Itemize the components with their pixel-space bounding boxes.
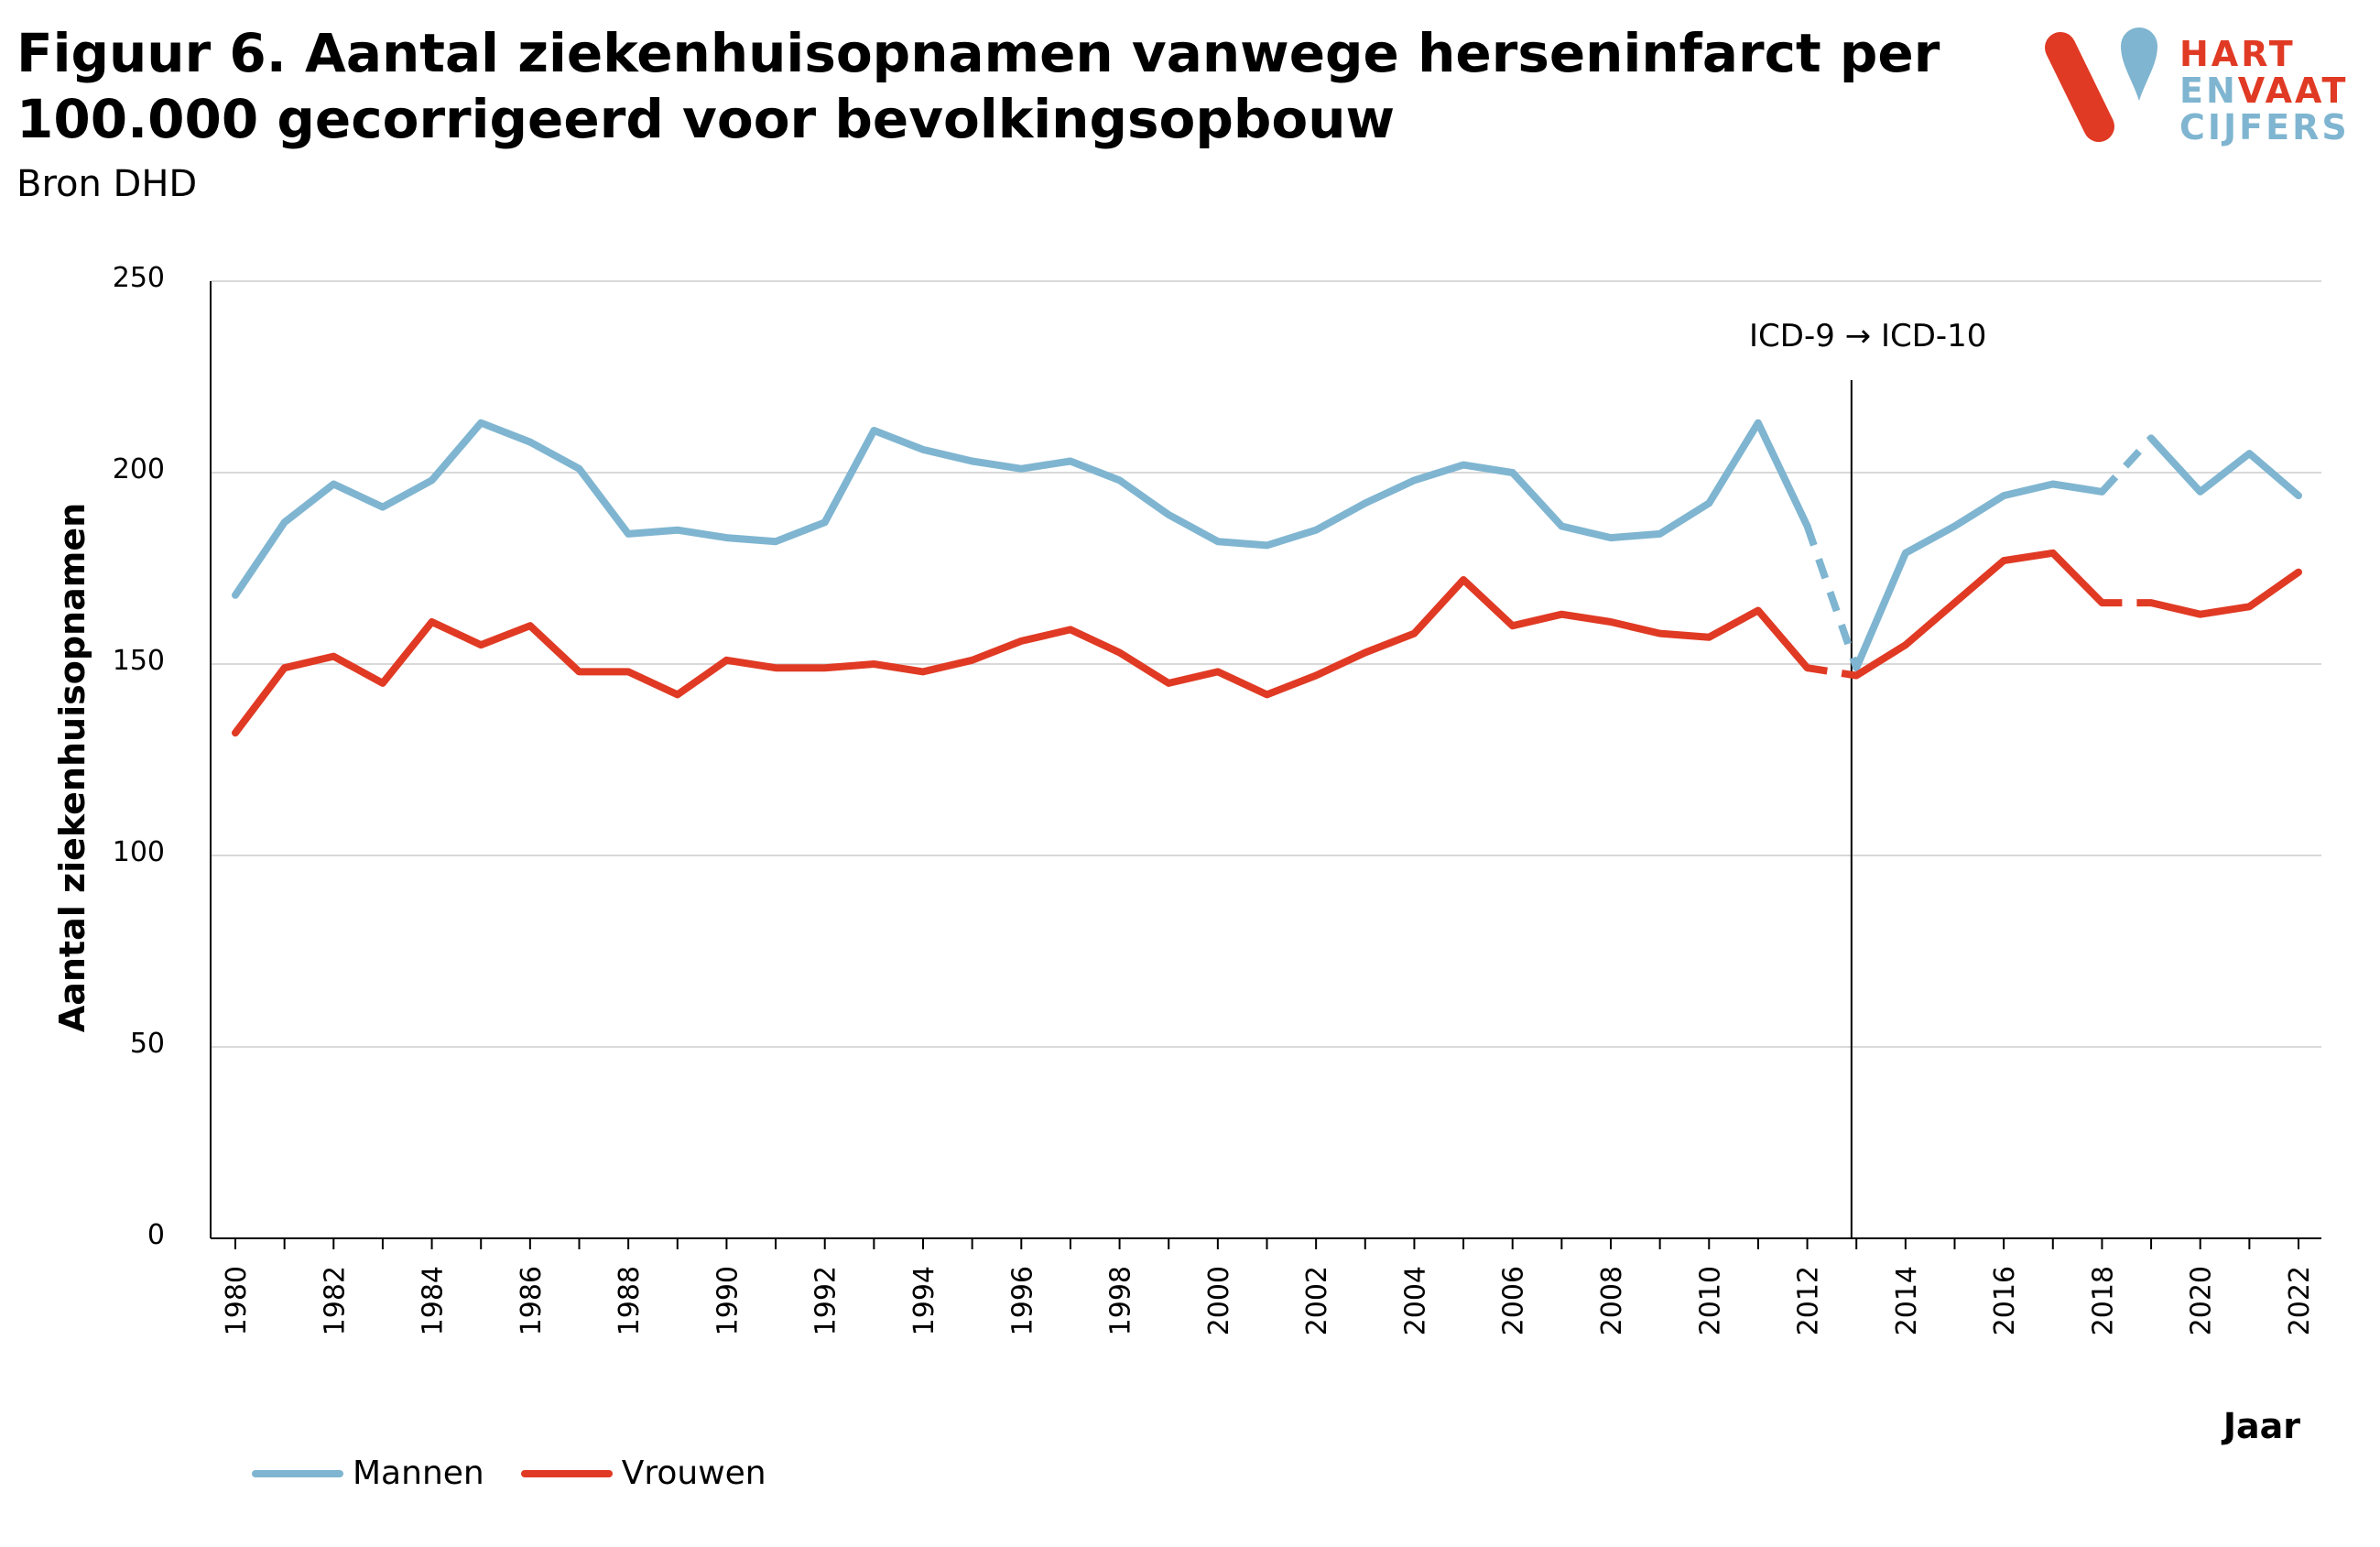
y-axis: 0 50 100 150 200 250 bbox=[113, 262, 212, 1251]
series-line-vrouwen bbox=[232, 576, 1811, 737]
series-line-mannen bbox=[1853, 480, 2106, 672]
x-axis-label: Jaar bbox=[2221, 1406, 2300, 1446]
y-tick-label: 150 bbox=[113, 645, 165, 677]
series-line-vrouwen bbox=[2147, 568, 2302, 618]
logo-mark-icon bbox=[2045, 27, 2157, 142]
series-dashed-mannen bbox=[2099, 435, 2155, 495]
hart-en-vaat-cijfers-logo: HART ENVAAT CIJFERS bbox=[2045, 27, 2350, 147]
x-tick-label: 1980 bbox=[221, 1266, 253, 1335]
legend-swatch-mannen bbox=[252, 1469, 343, 1477]
y-tick-label: 0 bbox=[147, 1219, 165, 1251]
legend-swatch-vrouwen bbox=[520, 1469, 613, 1477]
logo-text-line2: ENVAAT bbox=[2179, 71, 2348, 111]
x-tick-label: 2000 bbox=[1203, 1266, 1235, 1335]
x-tick-label: 2018 bbox=[2087, 1266, 2119, 1335]
series-line-vrouwen bbox=[1853, 549, 2106, 680]
x-tick-label: 1984 bbox=[418, 1266, 450, 1335]
y-tick-label: 250 bbox=[113, 262, 165, 294]
x-tick-label: 2002 bbox=[1301, 1266, 1333, 1335]
logo-text-line1: HART bbox=[2179, 34, 2296, 74]
x-tick-label: 1998 bbox=[1105, 1266, 1137, 1335]
series-dashed-mannen bbox=[1803, 525, 1860, 670]
series-line-mannen bbox=[232, 419, 1811, 599]
legend: Mannen Vrouwen bbox=[252, 1454, 803, 1492]
x-tick-label: 1982 bbox=[319, 1266, 351, 1335]
x-tick-label: 1990 bbox=[712, 1266, 744, 1335]
x-tick-label: 2004 bbox=[1399, 1266, 1431, 1335]
gridlines bbox=[211, 280, 2321, 1048]
x-tick-label: 2022 bbox=[2284, 1266, 2316, 1335]
logo-text-en: EN bbox=[2179, 71, 2238, 111]
icd-annotation: ICD-9 → ICD-10 bbox=[1749, 318, 1986, 1238]
series-lines bbox=[232, 419, 2302, 737]
logo-text-line3: CIJFERS bbox=[2179, 107, 2350, 147]
legend-item-mannen: Mannen bbox=[252, 1454, 484, 1492]
x-tick-label: 1994 bbox=[908, 1266, 940, 1335]
series-line-mannen bbox=[2147, 434, 2302, 500]
x-tick-label: 2008 bbox=[1596, 1266, 1628, 1335]
x-tick-label: 2010 bbox=[1694, 1266, 1726, 1335]
legend-label-vrouwen: Vrouwen bbox=[621, 1454, 766, 1492]
x-tick-label: 1988 bbox=[614, 1266, 646, 1335]
x-tick-label: 2006 bbox=[1498, 1266, 1530, 1335]
y-tick-label: 50 bbox=[130, 1028, 165, 1060]
x-tick-label: 2014 bbox=[1891, 1266, 1923, 1335]
logo-text-vaat: VAAT bbox=[2238, 71, 2349, 111]
legend-item-vrouwen: Vrouwen bbox=[520, 1454, 766, 1492]
series-dashed-vrouwen bbox=[1806, 664, 1857, 680]
y-axis-label: Aantal ziekenhuisopnamen bbox=[52, 503, 92, 1032]
x-tick-label: 2016 bbox=[1989, 1266, 2021, 1335]
x-tick-label: 2012 bbox=[1793, 1266, 1825, 1335]
chart-source: Bron DHD bbox=[16, 163, 198, 205]
x-tick-label: 1986 bbox=[516, 1266, 548, 1335]
x-tick-label: 1996 bbox=[1006, 1266, 1038, 1335]
x-axis: 1980 1982 1984 1986 1988 1990 1992 1994 1996 1998… bbox=[211, 1237, 2321, 1335]
y-tick-label: 200 bbox=[113, 453, 165, 485]
x-tick-label: 2020 bbox=[2186, 1266, 2218, 1335]
x-tick-label: 1992 bbox=[810, 1266, 842, 1335]
legend-label-mannen: Mannen bbox=[353, 1454, 484, 1492]
icd-annotation-label: ICD-9 → ICD-10 bbox=[1749, 318, 1986, 354]
y-tick-label: 100 bbox=[113, 836, 165, 868]
chart-title: Figuur 6. Aantal ziekenhuisopnamen vanwe… bbox=[16, 22, 1940, 150]
